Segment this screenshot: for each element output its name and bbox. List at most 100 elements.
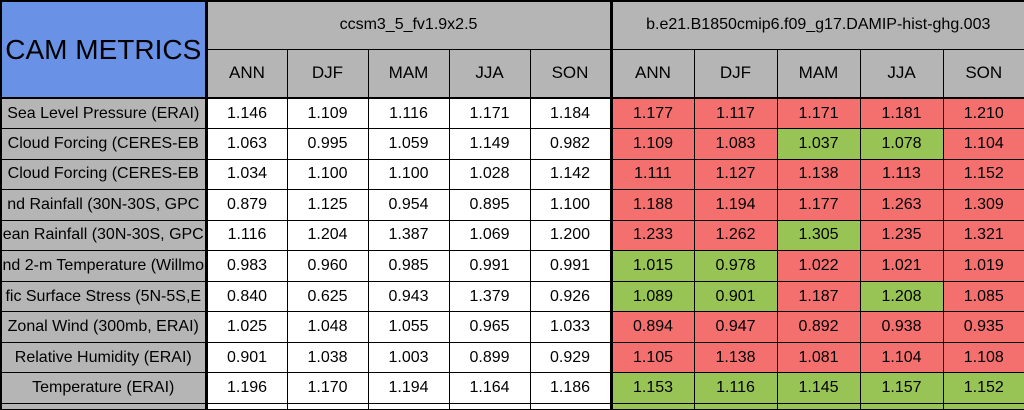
value-cell-model1: 1.116 — [367, 97, 450, 130]
value-cell-model1: 1.194 — [367, 372, 450, 404]
season-header-djf-1: DJF — [286, 48, 369, 99]
value-cell-model2: 1.138 — [776, 158, 861, 191]
season-header-djf-2: DJF — [693, 48, 778, 99]
value-cell-model2: 0.978 — [693, 250, 778, 282]
value-cell-model2: 1.305 — [776, 219, 861, 252]
value-cell-model1 — [529, 402, 612, 410]
clipped-table-row — [0, 402, 1024, 410]
season-header-mam-2: MAM — [776, 48, 861, 99]
value-cell-model2: 1.263 — [859, 189, 944, 221]
value-cell-model1: 0.995 — [286, 128, 369, 160]
value-cell-model1: 0.965 — [448, 311, 531, 343]
value-cell-model1: 0.929 — [529, 341, 612, 374]
model-header-2: b.e21.B1850cmip6.f09_g17.DAMIP-hist-ghg.… — [609, 0, 1024, 50]
value-cell-model2: 1.152 — [942, 158, 1024, 191]
value-cell-model2: 1.188 — [609, 189, 695, 221]
value-cell-model2: 1.116 — [693, 372, 778, 404]
value-cell-model1: 0.840 — [205, 280, 288, 313]
value-cell-model1: 1.069 — [448, 219, 531, 252]
value-cell-model2 — [609, 402, 695, 410]
value-cell-model1: 1.204 — [286, 219, 369, 252]
metric-label: ean Rainfall (30N-30S, GPC — [0, 219, 208, 252]
value-cell-model1 — [205, 402, 288, 410]
value-cell-model2: 1.117 — [693, 97, 778, 130]
metric-label: Cloud Forcing (CERES-EB — [0, 158, 208, 191]
value-cell-model2: 1.127 — [693, 158, 778, 191]
table-row: Zonal Wind (300mb, ERAI) 1.025 1.048 1.055 0… — [0, 311, 1024, 343]
value-cell-model1: 1.186 — [529, 372, 612, 404]
value-cell-model2: 1.235 — [859, 219, 944, 252]
metric-label: Temperature (ERAI) — [0, 372, 208, 404]
value-cell-model2: 0.901 — [693, 280, 778, 313]
value-cell-model1: 1.033 — [529, 311, 612, 343]
value-cell-model1: 1.171 — [448, 97, 531, 130]
value-cell-model2: 1.081 — [776, 341, 861, 374]
value-cell-model2: 1.157 — [859, 372, 944, 404]
table-title: CAM METRICS — [0, 0, 208, 99]
value-cell-model2: 0.894 — [609, 311, 695, 343]
value-cell-model1: 0.899 — [448, 341, 531, 374]
value-cell-model1: 1.184 — [529, 97, 612, 130]
metric-label: nd 2-m Temperature (Willmo — [0, 250, 208, 282]
value-cell-model2: 1.153 — [609, 372, 695, 404]
metric-label: nd Rainfall (30N-30S, GPC — [0, 189, 208, 221]
table-body: Sea Level Pressure (ERAI) 1.146 1.109 1.116… — [0, 97, 1024, 410]
value-cell-model2: 1.113 — [859, 158, 944, 191]
value-cell-model1: 1.109 — [286, 97, 369, 130]
value-cell-model1: 0.901 — [205, 341, 288, 374]
model-header-row: CAM METRICS ccsm3_5_fv1.9x2.5 b.e21.B185… — [0, 0, 1024, 99]
table-row: nd Rainfall (30N-30S, GPC 0.879 1.125 0.954… — [0, 189, 1024, 221]
season-header-ann-2: ANN — [609, 48, 695, 99]
value-cell-model2: 1.104 — [859, 341, 944, 374]
value-cell-model2: 1.210 — [942, 97, 1024, 130]
value-cell-model2: 1.019 — [942, 250, 1024, 282]
value-cell-model2: 1.085 — [942, 280, 1024, 313]
value-cell-model1: 0.983 — [205, 250, 288, 282]
value-cell-model1: 1.034 — [205, 158, 288, 191]
value-cell-model1: 0.625 — [286, 280, 369, 313]
value-cell-model1: 0.926 — [529, 280, 612, 313]
value-cell-model1: 1.125 — [286, 189, 369, 221]
table-row: Relative Humidity (ERAI) 0.901 1.038 1.003 0… — [0, 341, 1024, 374]
value-cell-model1: 0.991 — [448, 250, 531, 282]
value-cell-model2: 1.021 — [859, 250, 944, 282]
metric-label — [0, 402, 208, 410]
value-cell-model1: 1.028 — [448, 158, 531, 191]
value-cell-model1: 0.943 — [367, 280, 450, 313]
value-cell-model2: 0.947 — [693, 311, 778, 343]
metric-label: Sea Level Pressure (ERAI) — [0, 97, 208, 130]
value-cell-model1: 1.387 — [367, 219, 450, 252]
value-cell-model2: 1.309 — [942, 189, 1024, 221]
value-cell-model2: 1.022 — [776, 250, 861, 282]
value-cell-model2: 1.015 — [609, 250, 695, 282]
value-cell-model1: 1.063 — [205, 128, 288, 160]
season-header-son-2: SON — [942, 48, 1024, 99]
value-cell-model2: 1.083 — [693, 128, 778, 160]
value-cell-model2 — [859, 402, 944, 410]
value-cell-model1: 1.100 — [529, 189, 612, 221]
value-cell-model1: 1.146 — [205, 97, 288, 130]
value-cell-model1: 1.142 — [529, 158, 612, 191]
table-row: Sea Level Pressure (ERAI) 1.146 1.109 1.116… — [0, 97, 1024, 130]
table-row: Temperature (ERAI) 1.196 1.170 1.194 1.164 1.… — [0, 372, 1024, 404]
value-cell-model2: 1.208 — [859, 280, 944, 313]
season-header-row: ANN DJF MAM JJA SON ANN DJF MAM JJA SON — [1, 48, 1024, 99]
value-cell-model2: 0.935 — [942, 311, 1024, 343]
value-cell-model2 — [693, 402, 778, 410]
value-cell-model1: 0.982 — [529, 128, 612, 160]
value-cell-model2: 1.111 — [609, 158, 695, 191]
value-cell-model1: 1.059 — [367, 128, 450, 160]
value-cell-model1: 1.100 — [286, 158, 369, 191]
metric-label: fic Surface Stress (5N-5S,E — [0, 280, 208, 313]
value-cell-model1: 1.003 — [367, 341, 450, 374]
value-cell-model2: 1.089 — [609, 280, 695, 313]
value-cell-model1: 0.991 — [529, 250, 612, 282]
value-cell-model2: 1.171 — [776, 97, 861, 130]
value-cell-model2: 1.177 — [609, 97, 695, 130]
table-row: Cloud Forcing (CERES-EB 1.063 0.995 1.059 1.… — [0, 128, 1024, 160]
metric-label: Relative Humidity (ERAI) — [0, 341, 208, 374]
value-cell-model2: 1.233 — [609, 219, 695, 252]
value-cell-model1: 0.879 — [205, 189, 288, 221]
season-header-ann-1: ANN — [205, 48, 288, 99]
